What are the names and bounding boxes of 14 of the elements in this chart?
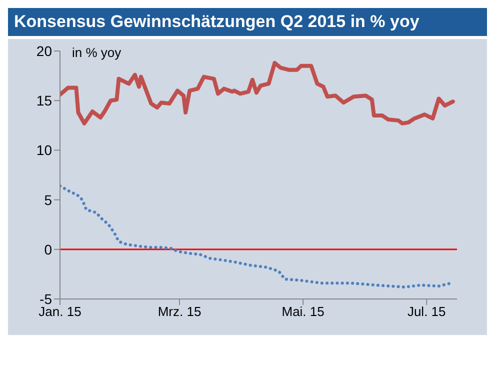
y-tick-label: 0: [44, 241, 52, 258]
x-tick-label: Jan. 15: [38, 304, 82, 320]
line-series: [60, 60, 455, 126]
y-axis-title: in % yoy: [72, 45, 122, 60]
y-tick-label: 15: [36, 92, 52, 109]
y-tick-label: 20: [36, 42, 52, 59]
y-tick-label: 5: [44, 192, 52, 208]
chart-title: Konsensus Gewinnschätzungen Q2 2015 in % yoy: [8, 8, 487, 36]
x-tick-label: Mrz. 15: [158, 304, 202, 320]
x-tick-label: Mai. 15: [282, 304, 324, 320]
line-series: [60, 184, 452, 289]
y-tick-label: 10: [36, 142, 52, 158]
x-tick-label: Jul. 15: [407, 304, 446, 320]
y-tick-label: -5: [40, 290, 52, 307]
